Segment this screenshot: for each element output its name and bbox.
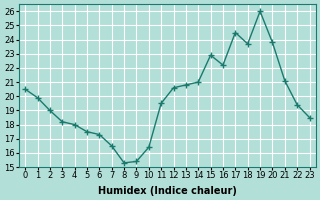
X-axis label: Humidex (Indice chaleur): Humidex (Indice chaleur) xyxy=(98,186,237,196)
